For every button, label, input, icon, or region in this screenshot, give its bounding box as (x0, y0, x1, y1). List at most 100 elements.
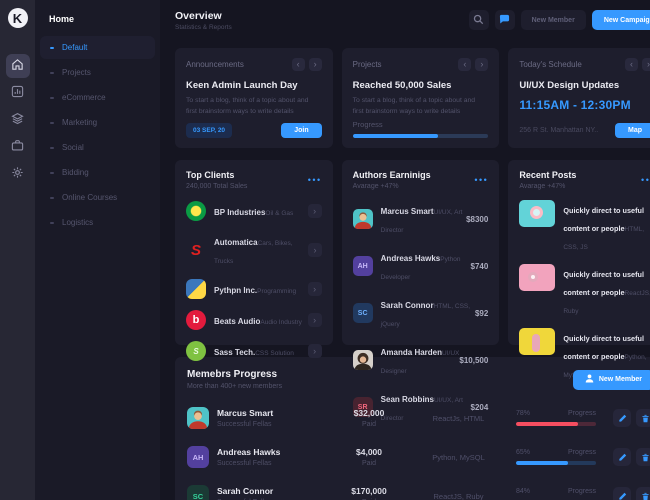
sidebar-item-label: Social (62, 143, 84, 152)
client-row: b Beats AudioAudio Industry › (186, 310, 322, 330)
bullet-icon (50, 71, 54, 74)
python-logo-icon (186, 279, 206, 299)
bullet-icon (50, 196, 54, 199)
nav-projects-button[interactable] (6, 135, 30, 159)
post-row[interactable]: Quickly direct to useful content or peop… (519, 264, 650, 318)
chevron-right-icon: › (313, 244, 317, 255)
search-button[interactable] (468, 10, 489, 30)
sidebar-item-ecommerce[interactable]: eCommerce (40, 86, 155, 109)
progress-label: Progress (567, 449, 596, 457)
author-amount: $92 (474, 308, 489, 318)
new-member-button[interactable]: New Member (520, 10, 586, 30)
search-icon (473, 13, 484, 28)
member-progress: 65% Progress (516, 449, 596, 465)
more-menu-button[interactable]: ••• (308, 174, 322, 187)
client-category: Audio Industry (260, 319, 302, 326)
chart-icon (11, 85, 24, 101)
table-row: AH Andreas Hawks Successful Fellas $4,000… (187, 446, 650, 468)
gear-icon (11, 166, 24, 182)
sidebar-item-social[interactable]: Social (40, 136, 155, 159)
home-icon (11, 58, 24, 74)
client-row: BP IndustriesOil & Gas › (186, 201, 322, 221)
more-menu-button[interactable]: ••• (474, 174, 488, 187)
announcement-body: To start a blog, think of a topic about … (186, 97, 309, 115)
nav-layers-button[interactable] (6, 108, 30, 132)
map-button[interactable]: Map (615, 123, 650, 138)
bullet-icon (50, 46, 54, 49)
member-skills: Python, MySQL (432, 452, 485, 462)
open-client-button[interactable]: › (308, 243, 322, 257)
more-menu-button[interactable]: ••• (641, 174, 650, 187)
member-name: Marcus Smart (217, 408, 274, 419)
client-row: S Sass Tech.CSS Solution › (186, 341, 322, 361)
author-amount: $8300 (466, 214, 489, 224)
chat-button[interactable] (494, 10, 515, 30)
client-name: Sass Tech. (214, 348, 256, 357)
trash-icon (641, 450, 650, 465)
prev-button[interactable]: ‹ (291, 58, 305, 71)
recent-posts-card: Recent Posts Avarage +47% ••• Quickly di… (508, 160, 650, 379)
client-name: Pythpn Inc. (214, 286, 258, 295)
member-skills: ReactJs, HTML (432, 413, 485, 423)
client-name: Beats Audio (214, 317, 261, 326)
members-progress-card: Memebrs Progress More than 400+ new memb… (175, 357, 650, 500)
delete-button[interactable] (636, 448, 650, 466)
member-progress: 78% Progress (516, 410, 596, 426)
schedule-card: Today's Schedule ‹ › UI/UX Design Update… (508, 48, 650, 148)
trash-icon (641, 411, 650, 426)
avatar-initials: SC (187, 485, 209, 500)
sidebar-item-online-courses[interactable]: Online Courses (40, 186, 155, 209)
sidebar-menu: Default Projects eCommerce Marketing Soc… (35, 36, 160, 234)
new-campaign-button[interactable]: New Campaign (591, 10, 650, 30)
sidebar-item-projects[interactable]: Projects (40, 61, 155, 84)
open-client-button[interactable]: › (307, 344, 322, 358)
author-name: Sean Robbins (380, 395, 434, 404)
edit-button[interactable] (613, 487, 631, 500)
author-role: UI/UX, Art Director (380, 397, 463, 422)
brand-logo[interactable]: K (7, 8, 28, 28)
pencil-icon (618, 489, 627, 500)
sidebar-item-logistics[interactable]: Logistics (40, 211, 155, 234)
sidebar-item-label: Default (62, 43, 88, 52)
open-client-button[interactable]: › (307, 282, 322, 296)
delete-button[interactable] (636, 409, 650, 427)
nav-home-button[interactable] (5, 54, 30, 78)
next-button[interactable]: › (642, 58, 650, 71)
schedule-address: 256 R St. Manhattan NY.. (519, 127, 599, 134)
add-member-button[interactable]: New Member (572, 369, 650, 390)
avatar-initials: SC (352, 303, 373, 323)
card-title: Top Clients (186, 170, 235, 180)
chevron-right-icon: › (647, 59, 650, 69)
edit-button[interactable] (613, 448, 631, 466)
sidebar-item-label: Marketing (62, 118, 98, 127)
card-title: Recent Posts (519, 170, 577, 180)
prev-button[interactable]: ‹ (458, 58, 472, 71)
sidebar-item-label: Logistics (62, 218, 94, 227)
author-role: UI/UX, Art Director (380, 209, 463, 234)
sidebar-item-marketing[interactable]: Marketing (40, 111, 155, 134)
nav-settings-button[interactable] (6, 162, 30, 186)
open-client-button[interactable]: › (307, 313, 322, 327)
sidebar-item-bidding[interactable]: Bidding (40, 161, 155, 184)
announcement-heading: Keen Admin Launch Day (186, 80, 298, 91)
progress-percent: 65% (516, 449, 531, 457)
sidebar-item-label: Online Courses (62, 193, 118, 202)
edit-button[interactable] (613, 409, 631, 427)
section-subtitle: More than 400+ new members (187, 383, 283, 390)
author-row: SC Sarah ConnorHTML, CSS, jQuery $92 (352, 295, 489, 331)
post-title: Quickly direct to useful content or peop… (563, 334, 645, 361)
post-row[interactable]: Quickly direct to useful content or peop… (519, 200, 650, 254)
nav-reports-button[interactable] (6, 81, 30, 105)
delete-button[interactable] (636, 487, 650, 500)
open-client-button[interactable]: › (307, 204, 322, 218)
client-name: Automatica (214, 238, 258, 247)
sidebar-item-default[interactable]: Default (40, 36, 155, 59)
sidebar: Home Default Projects eCommerce Marketin… (35, 0, 160, 500)
next-button[interactable]: › (475, 58, 489, 71)
prev-button[interactable]: ‹ (625, 58, 638, 71)
authors-earnings-card: Authors Earninigs Avarage +47% ••• Marcu… (341, 160, 500, 422)
next-button[interactable]: › (308, 58, 322, 71)
join-button[interactable]: Join (281, 123, 322, 138)
icon-rail: K (0, 0, 35, 500)
